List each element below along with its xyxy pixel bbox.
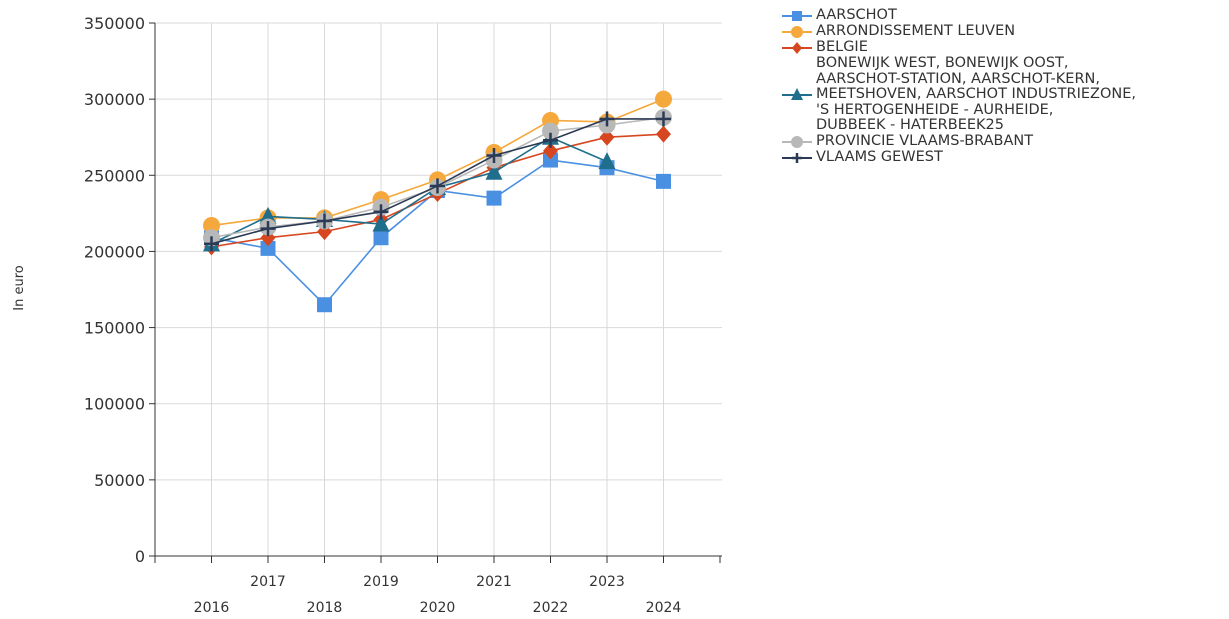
y-tick-label: 250000 <box>84 166 145 185</box>
legend-label: PROVINCIE VLAAMS-BRABANT <box>816 132 1034 149</box>
legend-item: AARSCHOT <box>780 8 1225 24</box>
data-point <box>792 11 802 21</box>
series <box>203 90 672 313</box>
data-point <box>791 87 803 100</box>
x-tick-label: 2022 <box>533 600 569 616</box>
y-tick-label: 50000 <box>94 471 145 490</box>
data-point <box>599 111 615 127</box>
legend-label: ARRONDISSEMENT LEUVEN <box>816 23 1016 40</box>
series-5 <box>204 111 671 252</box>
data-point <box>373 230 389 246</box>
data-point <box>656 111 671 127</box>
data-point <box>791 135 803 148</box>
data-point <box>317 213 332 229</box>
data-point <box>791 26 803 38</box>
legend-label: BELGIE <box>816 39 868 56</box>
data-point <box>486 190 502 206</box>
data-point <box>430 178 445 194</box>
data-point <box>317 297 332 313</box>
data-point <box>373 204 389 220</box>
data-point <box>260 221 276 237</box>
y-tick-label: 300000 <box>84 90 145 109</box>
x-tick-label: 2020 <box>420 600 456 616</box>
legend-item: PROVINCIE VLAAMS-BRABANT <box>780 132 1225 150</box>
data-point <box>656 173 671 189</box>
legend: AARSCHOT ARRONDISSEMENT LEUVEN BELGIE BONEW… <box>780 8 1225 166</box>
data-point <box>259 206 277 224</box>
data-point <box>203 217 220 235</box>
data-point <box>543 142 558 160</box>
data-point <box>260 240 276 256</box>
legend-item: VLAAMS GEWEST <box>780 148 1225 166</box>
legend-swatch <box>782 152 812 163</box>
data-point <box>792 152 802 163</box>
data-point <box>656 125 671 143</box>
axes: 0 50000 100000 150000 200000 250000 300000 3500… <box>84 14 722 616</box>
x-tick-label: 2023 <box>589 574 625 590</box>
legend-swatch <box>782 26 812 38</box>
legend-label: VLAAMS GEWEST <box>816 148 943 165</box>
data-point <box>598 152 616 170</box>
legend-swatch <box>782 42 812 54</box>
data-point <box>792 42 802 54</box>
data-point <box>372 214 390 232</box>
x-tick-label: 2021 <box>476 574 512 590</box>
x-tick-label: 2018 <box>307 600 343 616</box>
data-point <box>204 236 219 252</box>
x-tick-label: 2017 <box>250 574 286 590</box>
data-point <box>486 147 502 163</box>
legend-item: ARRONDISSEMENT LEUVEN <box>780 24 1225 40</box>
y-tick-label: 100000 <box>84 395 145 414</box>
y-tick-label: 0 <box>135 547 145 566</box>
y-tick-label: 150000 <box>84 319 145 338</box>
x-tick-label: 2024 <box>646 600 682 616</box>
data-point <box>599 128 615 146</box>
x-tick-label: 2019 <box>363 574 399 590</box>
legend-swatch <box>782 87 812 100</box>
legend-label: BONEWIJK WEST, BONEWIJK OOST, AARSCHOT-S… <box>816 55 1136 133</box>
legend-label: AARSCHOT <box>816 7 897 24</box>
legend-swatch <box>782 135 812 148</box>
y-tick-label: 200000 <box>84 242 145 261</box>
data-point <box>485 162 503 180</box>
legend-item: BELGIE <box>780 40 1225 56</box>
y-axis-label: In euro <box>12 265 27 311</box>
legend-item: BONEWIJK WEST, BONEWIJK OOST, AARSCHOT-S… <box>780 55 1225 134</box>
data-point <box>543 132 558 148</box>
data-point <box>543 152 558 168</box>
y-tick-label: 350000 <box>84 14 145 33</box>
grid <box>155 22 722 556</box>
data-point <box>542 122 559 140</box>
data-point <box>655 90 672 108</box>
x-tick-label: 2016 <box>194 600 230 616</box>
legend-swatch <box>782 11 812 21</box>
